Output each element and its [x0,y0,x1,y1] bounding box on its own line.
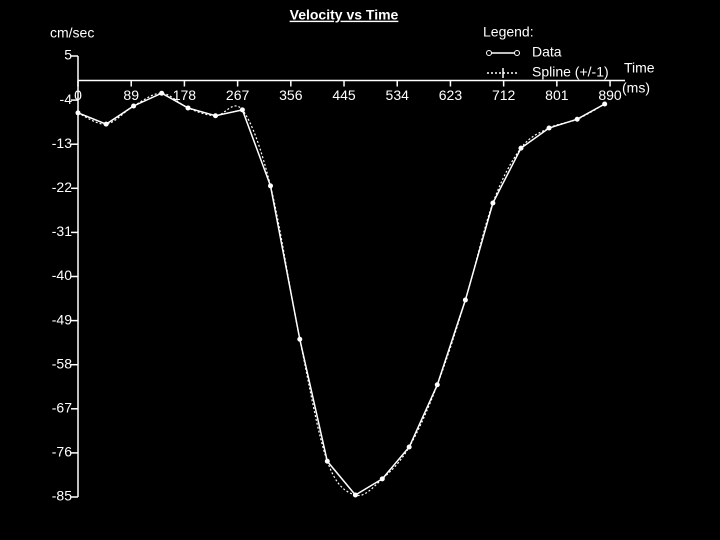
x-tick-label: 801 [545,87,569,103]
y-tick-label: -76 [52,444,72,460]
data-point [131,103,137,109]
x-tick-label: 89 [123,87,139,103]
y-tick-label: -85 [52,488,72,504]
x-tick-label: 623 [439,87,463,103]
data-point [434,382,440,388]
y-tick-label: -4 [60,91,73,107]
data-point [267,183,273,189]
legend-label: Data [532,44,562,60]
x-tick-label: 267 [226,87,250,103]
data-point [352,492,358,498]
y-tick-label: -22 [52,179,72,195]
x-tick-label: 356 [279,87,303,103]
y-tick-label: -40 [52,267,72,283]
data-point [159,90,165,96]
data-point [324,458,330,464]
data-point [406,444,412,450]
y-tick-label: -13 [52,135,72,151]
data-point [239,107,245,113]
data-point [103,121,109,127]
data-point [297,336,303,342]
data-point [518,145,524,151]
data-line [77,92,606,497]
x-tick-label: 890 [598,87,622,103]
data-point [212,113,218,119]
legend-data-marker [486,50,492,56]
x-tick-label: 445 [332,87,356,103]
data-point [546,125,552,131]
y-tick-label: 5 [64,47,72,63]
legend-data-marker [514,50,520,56]
data-point [75,110,81,116]
legend-title: Legend: [483,24,534,40]
data-point [574,116,580,122]
x-axis-label: Time [624,60,655,76]
y-tick-label: -67 [52,400,72,416]
x-axis-label: (ms) [622,80,650,96]
x-tick-label: 0 [74,87,82,103]
x-tick-label: 534 [386,87,410,103]
x-tick-label: 178 [173,87,197,103]
data-point [462,297,468,303]
spline-line [77,92,605,497]
legend-label: Spline (+/-1) [532,64,609,80]
y-tick-label: -31 [52,223,72,239]
data-point [379,476,385,482]
x-tick-label: 712 [492,87,516,103]
y-tick-label: -49 [52,311,72,327]
data-point [602,101,608,107]
data-point [490,200,496,206]
y-axis-label: cm/sec [50,25,94,41]
chart-title: Velocity vs Time [290,7,399,23]
y-tick-label: -58 [52,355,72,371]
data-point [185,105,191,111]
